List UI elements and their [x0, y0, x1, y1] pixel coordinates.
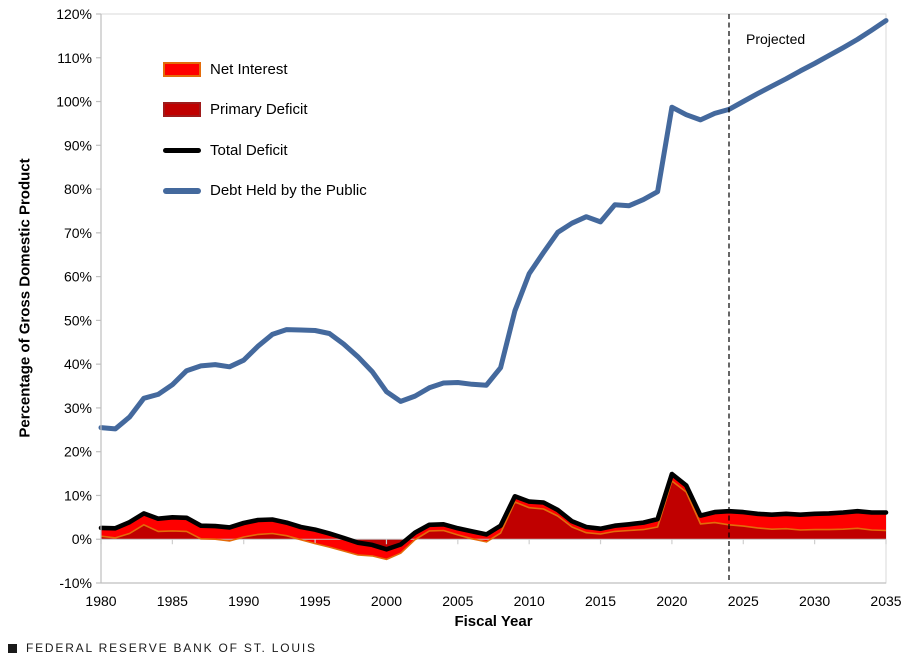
y-tick-label: 120%	[56, 6, 92, 22]
legend-item-net-interest: Net Interest	[163, 49, 367, 90]
legend: Net Interest Primary Deficit Total Defic…	[163, 49, 367, 211]
y-tick-label: 10%	[64, 487, 92, 503]
y-tick-label: 0%	[72, 531, 92, 547]
y-axis-title: Percentage of Gross Domestic Product	[16, 158, 34, 438]
y-tick-label: 100%	[56, 94, 92, 110]
x-tick-label: 2005	[442, 593, 473, 609]
net-interest-swatch-icon	[163, 61, 201, 77]
total-deficit-line	[98, 471, 889, 552]
x-tick-label: 2000	[371, 593, 402, 609]
y-tick-label: 40%	[64, 356, 92, 372]
y-tick-label: 80%	[64, 181, 92, 197]
debt-line	[98, 18, 889, 432]
x-tick-label: 1980	[85, 593, 116, 609]
y-tick-label: 90%	[64, 137, 92, 153]
y-tick-label: 20%	[64, 444, 92, 460]
y-tick-label: 110%	[57, 50, 92, 66]
source-text: FEDERAL RESERVE BANK OF ST. LOUIS	[26, 641, 317, 655]
source-attribution: FEDERAL RESERVE BANK OF ST. LOUIS	[8, 641, 317, 655]
total-deficit-swatch-icon	[163, 147, 201, 153]
legend-label-debt: Debt Held by the Public	[210, 182, 367, 200]
y-tick-label: 50%	[64, 312, 92, 328]
legend-label-total-deficit: Total Deficit	[210, 141, 288, 159]
x-tick-label: 2030	[799, 593, 830, 609]
x-tick-label: 2025	[728, 593, 759, 609]
x-tick-label: 2035	[870, 593, 901, 609]
x-tick-label: 1995	[300, 593, 331, 609]
x-tick-label: 2015	[585, 593, 616, 609]
debt-swatch-icon	[163, 187, 201, 194]
x-axis-title: Fiscal Year	[454, 613, 533, 630]
legend-label-net-interest: Net Interest	[210, 60, 288, 78]
legend-item-total-deficit: Total Deficit	[163, 130, 367, 171]
primary-boundary-line	[100, 480, 887, 561]
y-tick-label: 60%	[64, 269, 92, 285]
y-tick-label: 70%	[64, 225, 92, 241]
x-tick-label: 1990	[228, 593, 259, 609]
projected-annotation: Projected	[746, 31, 806, 47]
black-square-icon	[8, 643, 17, 653]
legend-item-primary-deficit: Primary Deficit	[163, 90, 367, 131]
y-tick-label: 30%	[64, 400, 92, 416]
y-tick-label: -10%	[59, 575, 92, 591]
primary-deficit-swatch-icon	[163, 102, 201, 118]
x-tick-label: 2010	[514, 593, 545, 609]
x-tick-label: 1985	[157, 593, 188, 609]
legend-label-primary-deficit: Primary Deficit	[210, 101, 308, 119]
x-tick-label: 2020	[656, 593, 687, 609]
legend-item-debt: Debt Held by the Public	[163, 171, 367, 212]
